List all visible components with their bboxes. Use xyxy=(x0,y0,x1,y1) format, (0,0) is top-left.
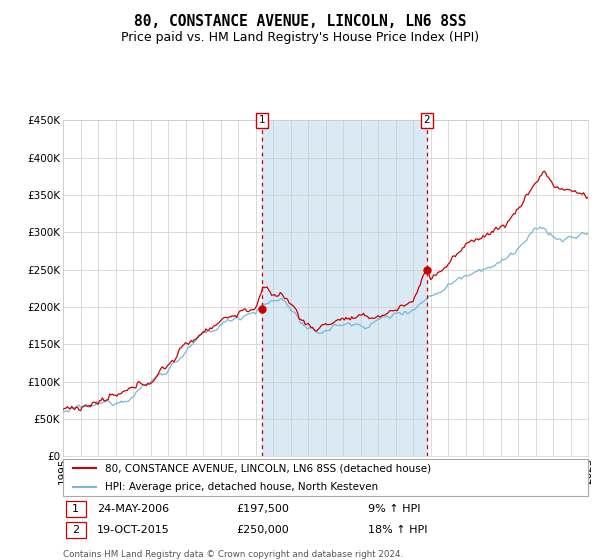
Text: £197,500: £197,500 xyxy=(236,504,289,514)
Text: £250,000: £250,000 xyxy=(236,525,289,535)
Text: 1: 1 xyxy=(259,115,266,125)
Text: 9% ↑ HPI: 9% ↑ HPI xyxy=(367,504,420,514)
Text: 2: 2 xyxy=(424,115,430,125)
Text: Contains HM Land Registry data © Crown copyright and database right 2024.
This d: Contains HM Land Registry data © Crown c… xyxy=(63,550,403,560)
Bar xyxy=(65,501,86,517)
Bar xyxy=(65,522,86,538)
Text: 24-MAY-2006: 24-MAY-2006 xyxy=(97,504,169,514)
Text: 2: 2 xyxy=(72,525,79,535)
Text: Price paid vs. HM Land Registry's House Price Index (HPI): Price paid vs. HM Land Registry's House … xyxy=(121,31,479,44)
Text: 18% ↑ HPI: 18% ↑ HPI xyxy=(367,525,427,535)
Text: 80, CONSTANCE AVENUE, LINCOLN, LN6 8SS: 80, CONSTANCE AVENUE, LINCOLN, LN6 8SS xyxy=(134,14,466,29)
Bar xyxy=(262,120,427,456)
Text: 1: 1 xyxy=(72,504,79,514)
Text: 19-OCT-2015: 19-OCT-2015 xyxy=(97,525,170,535)
Text: HPI: Average price, detached house, North Kesteven: HPI: Average price, detached house, Nort… xyxy=(105,482,378,492)
Text: 80, CONSTANCE AVENUE, LINCOLN, LN6 8SS (detached house): 80, CONSTANCE AVENUE, LINCOLN, LN6 8SS (… xyxy=(105,463,431,473)
